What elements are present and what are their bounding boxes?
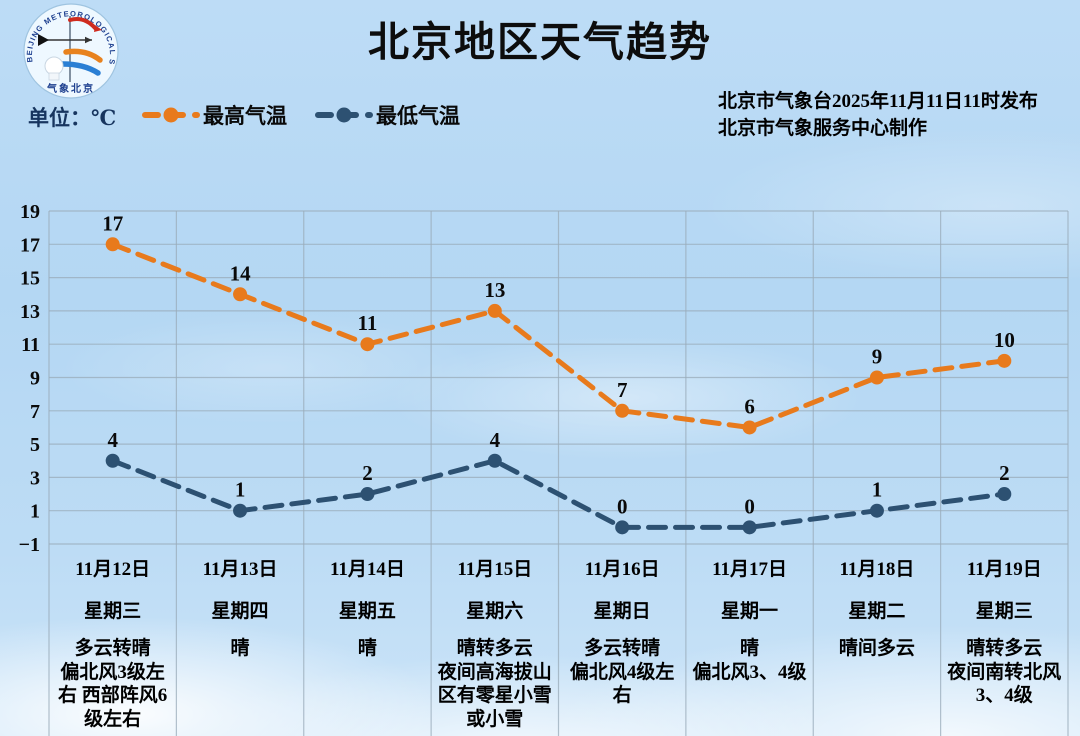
- day-weather: 多云转晴 偏北风4级左右: [569, 638, 675, 706]
- max-temp-data-point: [105, 237, 120, 252]
- issue-line-1: 北京市气象台2025年11月11日11时发布: [718, 91, 1038, 112]
- day-week: 星期四: [211, 601, 269, 622]
- min-temp-value-label: 0: [617, 494, 628, 518]
- max-temp-data-point: [487, 303, 502, 318]
- logo-bottom-text: 气象北京: [46, 82, 95, 95]
- y-axis-tick-label: 19: [20, 201, 40, 223]
- min-temp-data-point: [105, 453, 120, 468]
- min-temp-value-label: 4: [490, 428, 501, 452]
- y-axis-tick-label: 7: [30, 401, 40, 423]
- day-date: 11月15日: [457, 559, 533, 580]
- legend-item-min-temp: 最低气温: [315, 100, 460, 130]
- max-temp-value-label: 6: [744, 394, 755, 418]
- min-temp-value-label: 1: [235, 478, 246, 502]
- day-date: 11月16日: [584, 559, 660, 580]
- legend-item-max-temp: 最高气温: [142, 100, 287, 130]
- max-temp-series-line: [110, 241, 1007, 430]
- day-column: 11月14日 星期五晴: [304, 545, 431, 736]
- min-temp-data-point: [360, 487, 375, 502]
- min-temp-data-point: [742, 520, 757, 535]
- max-temp-value-label: 7: [617, 378, 628, 402]
- day-weather: 晴间多云: [838, 638, 915, 659]
- day-weather: 晴: [357, 638, 377, 659]
- issue-info: 北京市气象台2025年11月11日11时发布 北京市气象服务中心制作: [718, 88, 1038, 142]
- min-temp-value-label: 1: [872, 478, 883, 502]
- y-axis-tick-label: 1: [30, 501, 40, 523]
- min-temp-value-label: 2: [362, 461, 373, 485]
- day-week: 星期五: [338, 601, 396, 622]
- max-temp-value-label: 11: [358, 311, 378, 335]
- min-temp-data-point: [233, 503, 248, 518]
- min-temp-series-line: [110, 458, 1007, 530]
- max-temp-data-point: [360, 337, 375, 352]
- legend-label-min-temp: 最低气温: [376, 104, 460, 128]
- legend-label-max-temp: 最高气温: [203, 104, 287, 128]
- min-temp-data-point: [487, 453, 502, 468]
- max-temp-value-label: 9: [872, 345, 883, 369]
- max-temp-line-marker-icon: [142, 107, 200, 123]
- logo-wind-vane-icon: [38, 16, 103, 82]
- day-column: 11月19日 星期三晴转多云 夜间南转北风3、4级: [941, 545, 1068, 736]
- day-date: 11月17日: [712, 559, 788, 580]
- y-axis-tick-label: 5: [30, 434, 40, 456]
- min-temp-value-label: 2: [999, 461, 1010, 485]
- day-date: 11月14日: [329, 559, 405, 580]
- day-weather: 晴转多云 夜间南转北风3、4级: [947, 638, 1062, 706]
- y-axis-tick-label: −1: [19, 534, 40, 556]
- day-column: 11月16日 星期日多云转晴 偏北风4级左右: [559, 545, 686, 736]
- max-temp-data-point: [997, 353, 1012, 368]
- max-temp-value-label: 17: [102, 211, 123, 235]
- y-axis-tick-label: 13: [20, 301, 40, 323]
- day-week: 星期三: [975, 601, 1033, 622]
- y-axis-tick-label: 11: [21, 334, 40, 356]
- day-week: 星期一: [721, 601, 779, 622]
- unit-label: 单位：℃: [28, 106, 117, 130]
- day-week: 星期六: [466, 601, 524, 622]
- max-temp-data-point: [742, 420, 757, 435]
- max-temp-data-point: [615, 403, 630, 418]
- y-axis-tick-label: 17: [20, 234, 40, 256]
- day-date: 11月12日: [75, 559, 151, 580]
- min-temp-data-point: [997, 487, 1012, 502]
- page-title: 北京地区天气趋势: [368, 19, 712, 65]
- forecast-day-columns: 11月12日 星期三 多云转晴 偏北风3级左右 西部阵风6级左右 11月13日 星期四晴…: [49, 545, 1068, 736]
- day-date: 11月18日: [839, 559, 915, 580]
- day-week: 星期日: [593, 601, 651, 622]
- max-temp-value-label: 14: [230, 261, 252, 285]
- max-temp-data-point: [233, 287, 248, 302]
- y-axis-tick-label: 3: [30, 467, 40, 489]
- day-weather: 晴: [230, 638, 250, 659]
- min-temp-value-label: 0: [744, 494, 755, 518]
- min-temp-value-label: 4: [107, 428, 118, 452]
- y-axis-tick-label: 9: [30, 368, 40, 390]
- max-temp-data-point: [869, 370, 884, 385]
- day-column: 11月15日 星期六晴转多云 夜间高海拔山区有零星小雪或小雪: [431, 545, 558, 736]
- day-column: 11月12日 星期三多云转晴 偏北风3级左右 西部阵风6级左右: [49, 545, 176, 736]
- min-temp-data-point: [615, 520, 630, 535]
- day-column: 11月13日 星期四晴: [176, 545, 303, 736]
- day-week: 星期二: [848, 601, 906, 622]
- max-temp-value-label: 10: [994, 328, 1015, 352]
- day-date: 11月13日: [202, 559, 278, 580]
- issue-line-2: 北京市气象服务中心制作: [718, 118, 928, 139]
- day-date: 11月19日: [966, 559, 1042, 580]
- day-weather: 晴 偏北风3、4级: [692, 638, 807, 683]
- min-temp-line-marker-icon: [315, 107, 373, 123]
- day-week: 星期三: [84, 601, 142, 622]
- y-axis-tick-label: 15: [20, 268, 40, 290]
- min-temp-data-point: [869, 503, 884, 518]
- max-temp-value-label: 13: [484, 278, 505, 302]
- beijing-meteorological-service-logo: BEIJING METEOROLOGICAL SERVICE 气象北京: [16, 0, 119, 99]
- day-column: 11月18日 星期二晴间多云: [813, 545, 940, 736]
- day-column: 11月17日 星期一晴 偏北风3、4级: [686, 545, 813, 736]
- day-weather: 晴转多云 夜间高海拔山区有零星小雪或小雪: [437, 638, 552, 730]
- day-weather: 多云转晴 偏北风3级左右 西部阵风6级左右: [58, 638, 168, 730]
- chart-legend: 最高气温 最低气温: [142, 100, 460, 130]
